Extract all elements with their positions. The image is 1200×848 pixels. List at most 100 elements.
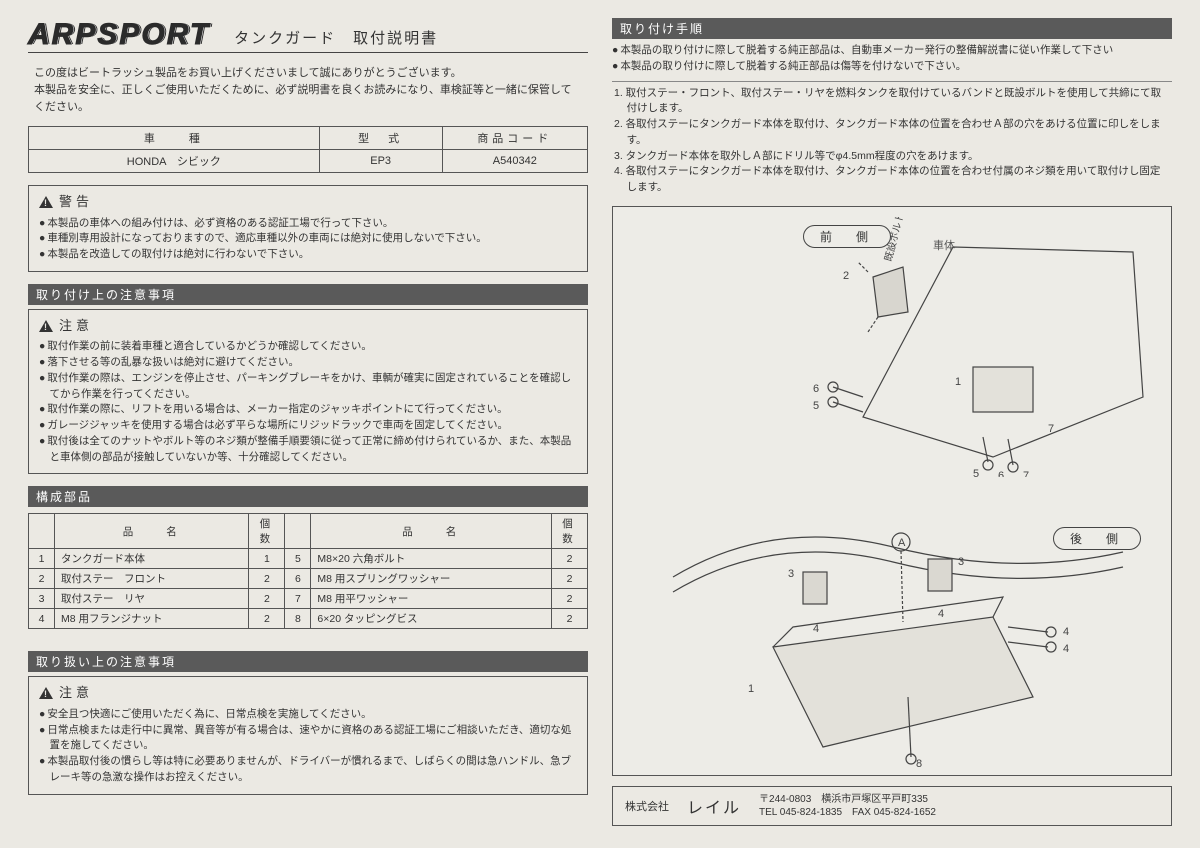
parts-header-name: 品 名 bbox=[311, 514, 552, 549]
svg-text:7: 7 bbox=[1023, 470, 1029, 477]
svg-text:4: 4 bbox=[813, 623, 819, 635]
caution-install-list: 取付作業の前に装着車種と適合しているかどうか確認してください。落下させる等の乱暴… bbox=[39, 339, 577, 465]
list-item: 落下させる等の乱暴な扱いは絶対に避けてください。 bbox=[39, 355, 577, 371]
svg-text:6: 6 bbox=[813, 383, 819, 395]
caution-use-box: 注意 安全且つ快適にご使用いただく為に、日常点検を実施してください。日常点検また… bbox=[28, 676, 588, 794]
diagram-rear: A 1 33 44 44 8 bbox=[653, 497, 1133, 777]
parts-header-name: 品 名 bbox=[55, 514, 249, 549]
list-item: 4. 各取付ステーにタンクガード本体を取付け、タンクガード本体の位置を合わせ付属… bbox=[614, 164, 1170, 196]
list-item: 本製品の取り付けに際して脱着する純正部品は傷等を付けないで下さい。 bbox=[612, 59, 1170, 75]
caution-icon bbox=[39, 687, 53, 699]
spec-value: EP3 bbox=[319, 150, 442, 173]
svg-text:5: 5 bbox=[973, 468, 979, 477]
intro-line: 本製品を安全に、正しくご使用いただくために、必ず説明書を良くお読みになり、車検証… bbox=[34, 82, 582, 116]
svg-text:8: 8 bbox=[916, 758, 922, 770]
svg-text:5: 5 bbox=[813, 400, 819, 412]
list-item: 2. 各取付ステーにタンクガード本体を取付け、タンクガード本体の位置を合わせＡ部… bbox=[614, 117, 1170, 149]
part-qty: 2 bbox=[552, 549, 588, 569]
caution-install-box: 注意 取付作業の前に装着車種と適合しているかどうか確認してください。落下させる等… bbox=[28, 309, 588, 475]
caution-heading: 注意 bbox=[39, 316, 577, 336]
part-num: 3 bbox=[29, 589, 55, 609]
warning-icon bbox=[39, 196, 53, 208]
caution-use-list: 安全且つ快適にご使用いただく為に、日常点検を実施してください。日常点検または走行… bbox=[39, 707, 577, 786]
part-name: M8 用平ワッシャー bbox=[311, 589, 552, 609]
list-item: 取付作業の際に、リフトを用いる場合は、メーカー指定のジャッキポイントにて行ってく… bbox=[39, 402, 577, 418]
caution-title: 注意 bbox=[59, 683, 93, 703]
part-qty: 2 bbox=[552, 609, 588, 629]
procedure-preconditions: 本製品の取り付けに際して脱着する純正部品は、自動車メーカー発行の整備解説書に従い… bbox=[612, 39, 1172, 81]
list-item: 本製品を改造しての取付けは絶対に行わないで下さい。 bbox=[39, 247, 577, 263]
spec-value: A540342 bbox=[442, 150, 587, 173]
warning-list: 本製品の車体への組み付けは、必ず資格のある認証工場で行って下さい。車種別専用設計… bbox=[39, 216, 577, 263]
part-name: M8 用スプリングワッシャー bbox=[311, 569, 552, 589]
list-item: 本製品取付後の慣らし等は特に必要ありませんが、ドライバーが慣れるまで、しばらくの… bbox=[39, 754, 577, 786]
section-bar-parts: 構成部品 bbox=[28, 486, 588, 507]
list-item: 1. 取付ステー・フロント、取付ステー・リヤを燃料タンクを取付けているバンドと既… bbox=[614, 86, 1170, 118]
table-row: 3取付ステー リヤ27M8 用平ワッシャー2 bbox=[29, 589, 588, 609]
svg-text:1: 1 bbox=[955, 376, 961, 388]
svg-text:3: 3 bbox=[958, 556, 964, 568]
part-num: 2 bbox=[29, 569, 55, 589]
procedure-steps: 1. 取付ステー・フロント、取付ステー・リヤを燃料タンクを取付けているバンドと既… bbox=[612, 82, 1172, 202]
caution-heading: 注意 bbox=[39, 683, 577, 703]
part-name: 取付ステー リヤ bbox=[55, 589, 249, 609]
svg-text:A: A bbox=[898, 537, 906, 549]
part-qty: 2 bbox=[249, 589, 285, 609]
caution-title: 注意 bbox=[59, 316, 93, 336]
spec-value: HONDA シビック bbox=[29, 150, 320, 173]
part-num: 4 bbox=[29, 609, 55, 629]
part-qty: 1 bbox=[249, 549, 285, 569]
diagram-box: 前 側 後 側 車体 既設ボルト 2 65 567 71 bbox=[612, 206, 1172, 776]
company-address: 〒244-0803 横浜市戸塚区平戸町335 TEL 045-824-1835 … bbox=[759, 793, 936, 819]
part-num: 8 bbox=[285, 609, 311, 629]
left-column: ARPSPORT タンクガード 取付説明書 この度はビートラッシュ製品をお買い上… bbox=[28, 18, 588, 830]
warning-title: 警告 bbox=[59, 192, 93, 212]
intro-line: この度はビートラッシュ製品をお買い上げくださいまして誠にありがとうございます。 bbox=[34, 65, 582, 82]
parts-header-qty: 個数 bbox=[249, 514, 285, 549]
part-num: 5 bbox=[285, 549, 311, 569]
table-row: 1タンクガード本体15M8×20 六角ボルト2 bbox=[29, 549, 588, 569]
part-name: 取付ステー フロント bbox=[55, 569, 249, 589]
list-item: 取付作業の際は、エンジンを停止させ、パーキングブレーキをかけ、車輌が確実に固定さ… bbox=[39, 371, 577, 403]
header-row: ARPSPORT タンクガード 取付説明書 bbox=[28, 18, 588, 53]
warning-heading: 警告 bbox=[39, 192, 577, 212]
list-item: 取付後は全てのナットやボルト等のネジ類が整備手順要領に従って正常に締め付けられて… bbox=[39, 434, 577, 466]
part-name: 6×20 タッピングビス bbox=[311, 609, 552, 629]
list-item: 3. タンクガード本体を取外しＡ部にドリル等でφ4.5mm程度の穴をあけます。 bbox=[614, 149, 1170, 165]
list-item: ガレージジャッキを使用する場合は必ず平らな場所にリジッドラックで車両を固定してく… bbox=[39, 418, 577, 434]
list-item: 日常点検または走行中に異常、異音等が有る場合は、速やかに資格のある認証工場にご相… bbox=[39, 723, 577, 755]
zip: 〒244-0803 横浜市戸塚区平戸町335 bbox=[759, 793, 936, 806]
warning-box: 警告 本製品の車体への組み付けは、必ず資格のある認証工場で行って下さい。車種別専… bbox=[28, 185, 588, 272]
part-num: 7 bbox=[285, 589, 311, 609]
list-item: 車種別専用設計になっておりますので、適応車種以外の車両には絶対に使用しないで下さ… bbox=[39, 231, 577, 247]
svg-text:7: 7 bbox=[1048, 423, 1054, 435]
caution-icon bbox=[39, 320, 53, 332]
list-item: 取付作業の前に装着車種と適合しているかどうか確認してください。 bbox=[39, 339, 577, 355]
part-qty: 2 bbox=[249, 569, 285, 589]
spec-header: 商品コード bbox=[442, 127, 587, 150]
svg-text:1: 1 bbox=[748, 683, 754, 695]
list-item: 本製品の車体への組み付けは、必ず資格のある認証工場で行って下さい。 bbox=[39, 216, 577, 232]
svg-text:4: 4 bbox=[1063, 643, 1069, 655]
part-num: 1 bbox=[29, 549, 55, 569]
document-title: タンクガード 取付説明書 bbox=[234, 27, 438, 52]
section-bar-procedure: 取り付け手順 bbox=[612, 18, 1172, 39]
svg-text:4: 4 bbox=[1063, 626, 1069, 638]
part-name: タンクガード本体 bbox=[55, 549, 249, 569]
list-item: 安全且つ快適にご使用いただく為に、日常点検を実施してください。 bbox=[39, 707, 577, 723]
part-qty: 2 bbox=[249, 609, 285, 629]
part-qty: 2 bbox=[552, 569, 588, 589]
table-row: 4M8 用フランジナット286×20 タッピングビス2 bbox=[29, 609, 588, 629]
part-name: M8×20 六角ボルト bbox=[311, 549, 552, 569]
section-bar-install: 取り付け上の注意事項 bbox=[28, 284, 588, 305]
svg-text:2: 2 bbox=[843, 270, 849, 282]
tel: TEL 045-824-1835 FAX 045-824-1652 bbox=[759, 806, 936, 819]
part-qty: 2 bbox=[552, 589, 588, 609]
svg-text:6: 6 bbox=[998, 470, 1004, 477]
table-row: 2取付ステー フロント26M8 用スプリングワッシャー2 bbox=[29, 569, 588, 589]
brand-logo: ARPSPORT bbox=[28, 18, 210, 52]
svg-text:既設ボルト: 既設ボルト bbox=[881, 217, 906, 263]
footer: 株式会社 レイル 〒244-0803 横浜市戸塚区平戸町335 TEL 045-… bbox=[612, 786, 1172, 826]
right-column: 取り付け手順 本製品の取り付けに際して脱着する純正部品は、自動車メーカー発行の整… bbox=[612, 18, 1172, 830]
section-bar-use: 取り扱い上の注意事項 bbox=[28, 651, 588, 672]
